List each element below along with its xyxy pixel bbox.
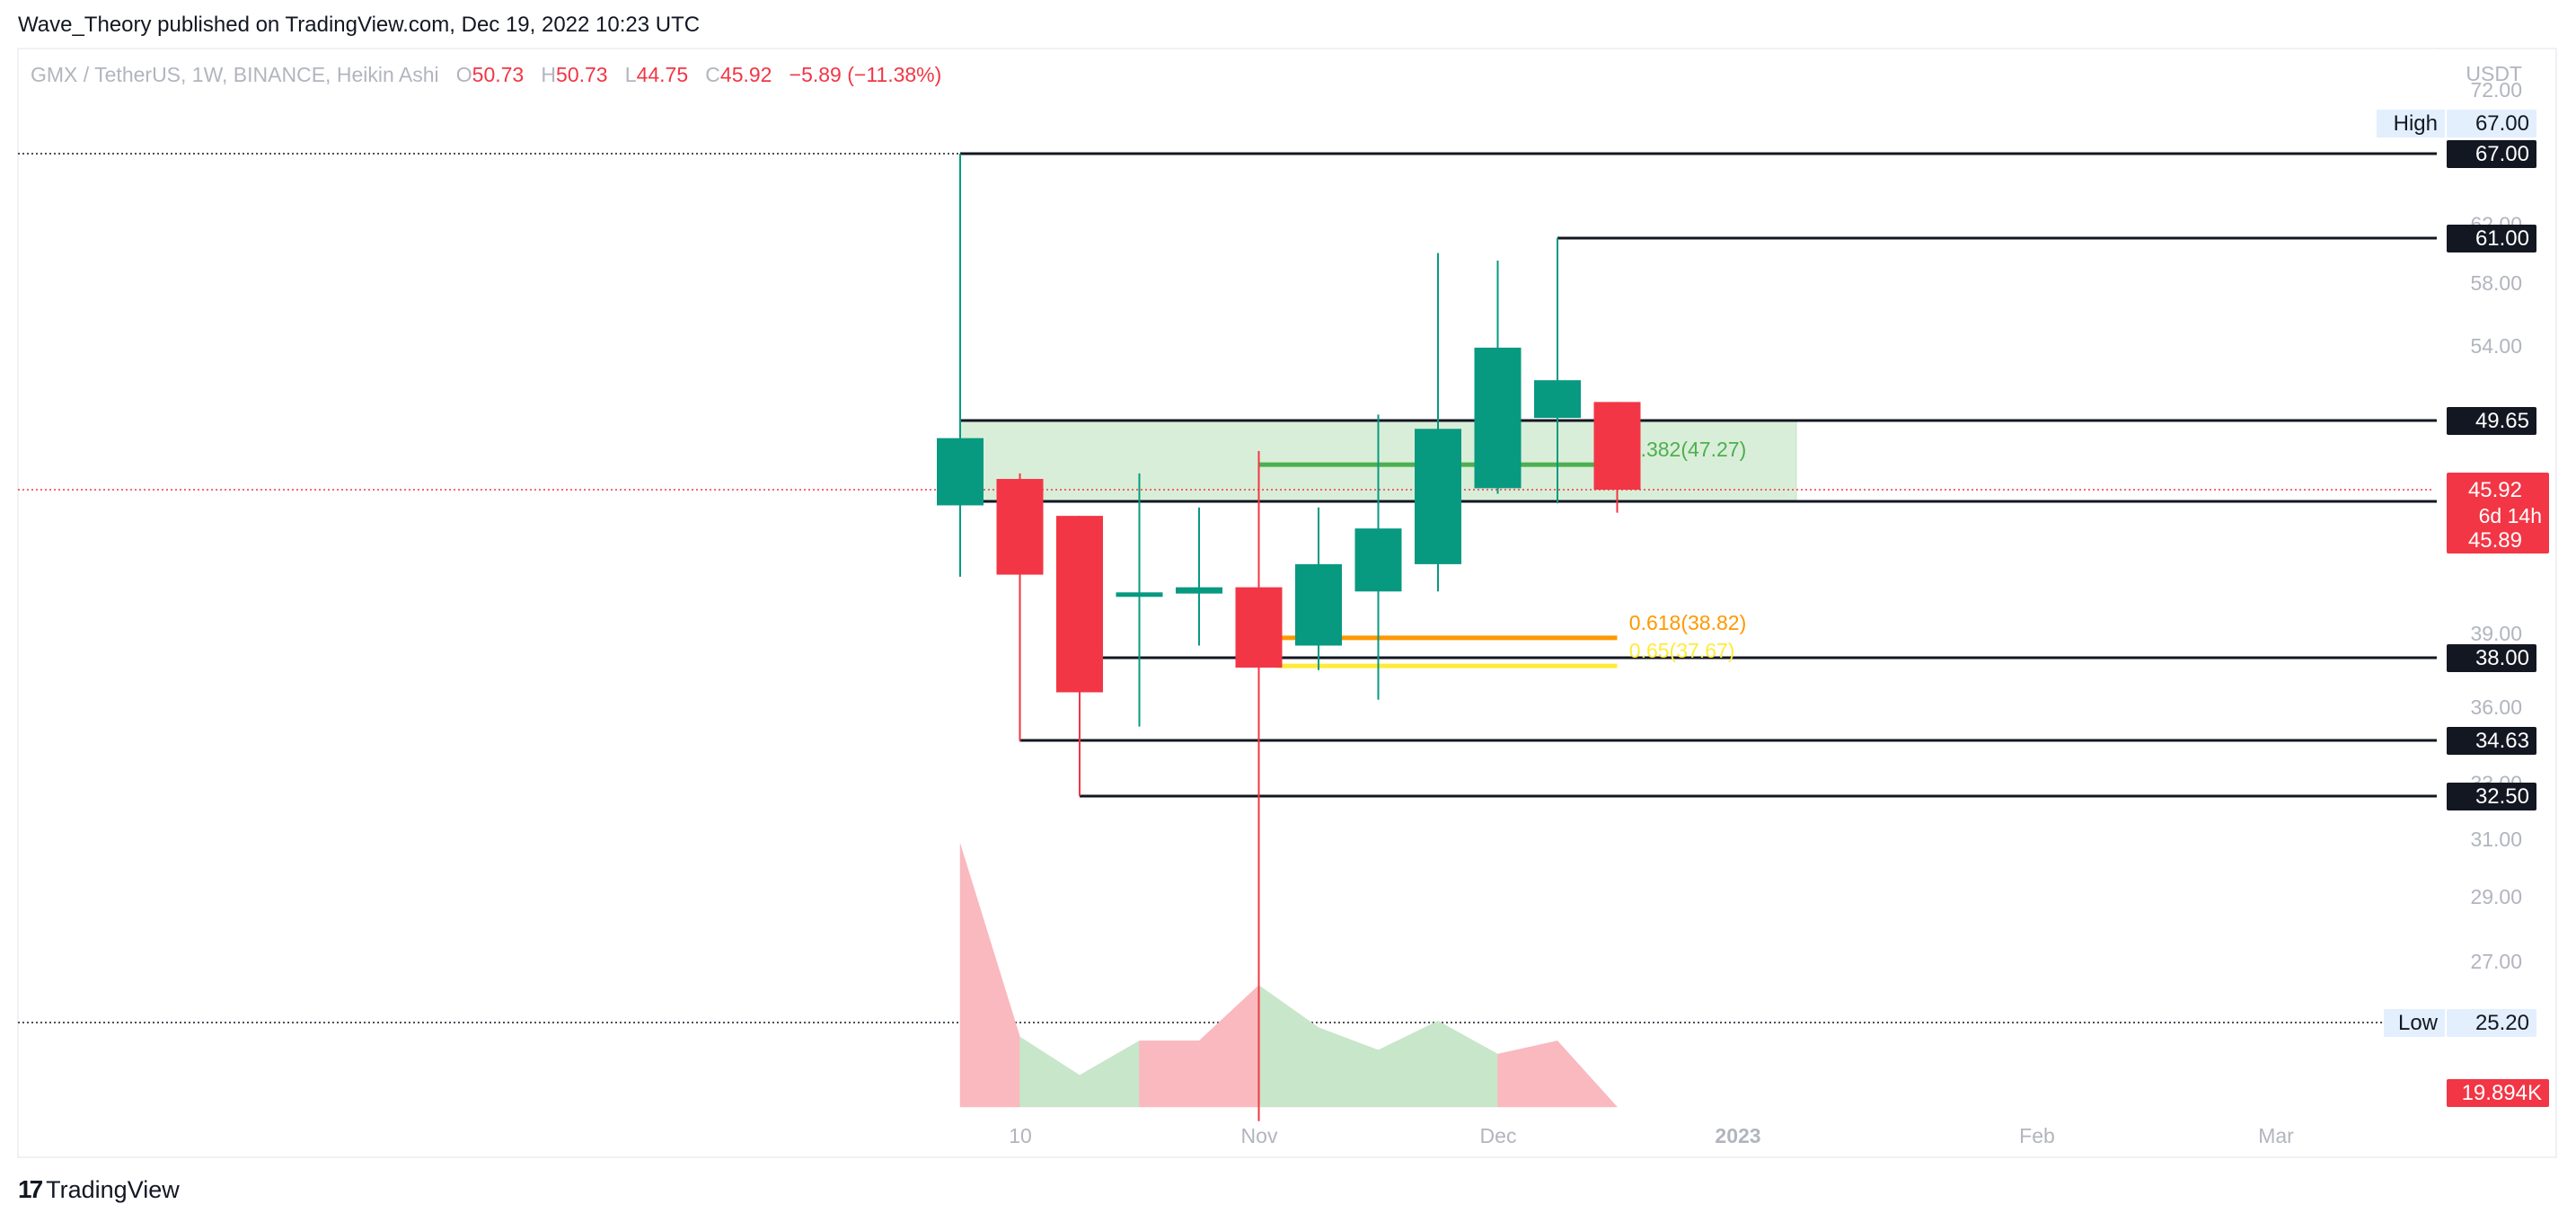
candle-body [1116,592,1163,598]
volume-segment [1019,1036,1081,1108]
high-tag: High [2394,111,2438,136]
symbol-name[interactable]: GMX / TetherUS, 1W, BINANCE, Heikin Ashi [31,63,439,86]
high-tag-bg [2377,110,2445,137]
high-value-badge: 67.00 [2475,111,2529,136]
currency-label: USDT [2466,62,2522,85]
fib-levels: 0.382(47.27) 0.618(38.82) 0.65(37.67) [1258,438,1746,669]
low-value-badge: 25.20 [2475,1011,2529,1035]
volume-badge-bg [2447,1079,2549,1107]
candle-body [1295,563,1342,646]
volume-area [959,843,1619,1108]
level-badge: 61.00 [2475,226,2529,251]
level-badge: 38.00 [2475,646,2529,670]
x-tick-label: 2023 [1715,1124,1760,1147]
volume-segment [1437,1020,1498,1108]
high-key: H [541,63,557,86]
level-badge-bg [2447,407,2536,435]
low-tag-bg [2384,1009,2445,1037]
high-value-badge-bg [2447,110,2536,137]
x-tick-label: Feb [2019,1124,2055,1147]
level-badge: 34.63 [2475,729,2529,753]
y-tick-label: 39.00 [2470,622,2522,645]
candle-body [937,438,984,506]
last-price-badge-bg [2447,472,2549,553]
x-tick-label: Mar [2258,1124,2294,1147]
y-tick-label: 31.00 [2470,828,2522,851]
candle-body [996,479,1044,575]
tradingview-brand[interactable]: 17 TradingView [18,1175,180,1204]
candles [937,154,1641,1121]
level-badge: 32.50 [2475,784,2529,809]
y-tick-label: 58.00 [2470,271,2522,295]
x-tick-label: 10 [1009,1124,1032,1147]
candle-body [1056,516,1103,693]
change-value: −5.89 (−11.38%) [789,63,942,86]
high-low-lines [18,153,2434,1023]
low-value: 44.75 [636,63,689,86]
level-badge: 49.65 [2475,409,2529,433]
last-price-value: 45.92 [2468,478,2522,502]
volume-segment [1198,984,1259,1108]
x-tick-label: Nov [1241,1124,1278,1147]
level-lines [960,152,2437,798]
x-tick-label: Dec [1480,1124,1517,1147]
candle-body [1235,587,1283,668]
countdown-label: 6d 14h [2479,504,2542,527]
close-key: C [705,63,720,86]
x-axis-labels: 10 Nov Dec 2023 Feb Mar [1009,1124,2294,1147]
close-value: 45.92 [719,63,772,86]
y-tick-label: 72.00 [2470,78,2522,102]
level-badge-bg [2447,783,2536,810]
low-key: L [624,63,637,86]
level-badge-bg [2447,225,2536,252]
level-badge-bg [2447,727,2536,755]
candle-body [1415,429,1461,564]
y-tick-label: 54.00 [2470,334,2522,358]
volume-segment [1258,985,1319,1108]
open-key: O [455,63,472,86]
volume-segment [1318,1027,1379,1108]
volume-segment [1079,1040,1140,1108]
level-badge-bg [2447,644,2536,672]
open-value: 50.73 [472,63,525,86]
fib-label: 0.382(47.27) [1629,438,1746,461]
candle-body [1176,587,1222,594]
low-value-badge-bg [2447,1009,2536,1037]
prev-price-value: 45.89 [2468,528,2522,553]
y-tick-label: 36.00 [2470,695,2522,719]
volume-segment [1557,1040,1619,1108]
candle-body [1593,402,1641,490]
fib-label: 0.65(37.67) [1629,639,1735,662]
tradingview-logo-icon: 17 [18,1175,43,1203]
low-tag: Low [2398,1011,2439,1035]
high-value: 50.73 [556,63,608,86]
symbol-info[interactable]: GMX / TetherUS, 1W, BINANCE, Heikin Ashi… [31,63,941,87]
candle-body [1534,380,1581,419]
candle-body [1354,528,1402,592]
price-badges: 67.0061.0049.6545.2938.0034.6332.50High6… [2377,110,2549,1107]
volume-segment [1139,1040,1200,1108]
level-badge: 67.00 [2475,142,2529,166]
level-badge-bg [2447,140,2536,168]
y-axis-ticks: 72.0067.0062.0058.0054.0039.0036.0033.00… [2470,78,2522,973]
volume-segment [1497,1040,1558,1108]
candle-body [1474,347,1522,489]
brand-name: TradingView [46,1175,180,1203]
y-tick-label: 29.00 [2470,885,2522,908]
chart-frame [17,48,2557,1158]
volume-segment [959,843,1020,1108]
fib-label: 0.618(38.82) [1629,611,1746,634]
publisher-line: Wave_Theory published on TradingView.com… [18,13,701,37]
y-tick-label: 27.00 [2470,950,2522,973]
volume-badge: 19.894K [2462,1081,2542,1105]
volume-segment [1378,1020,1439,1108]
